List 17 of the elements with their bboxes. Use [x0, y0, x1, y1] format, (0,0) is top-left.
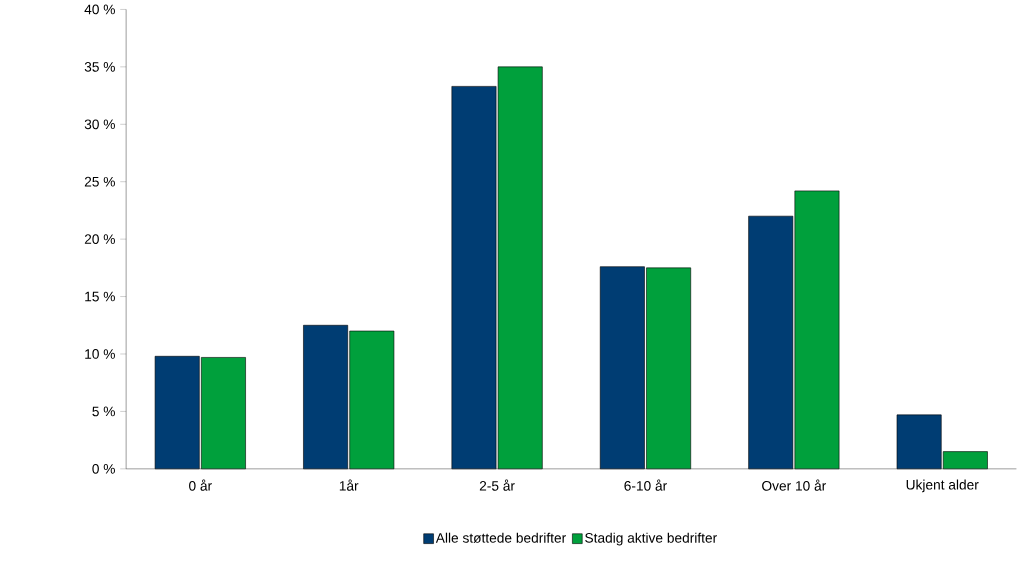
y-tick-label: 15 % [85, 291, 115, 302]
x-tick-label: Over 10 år [762, 479, 827, 491]
y-tick-label: 25 % [84, 176, 115, 187]
legend-label: Alle støttede bedrifter [435, 532, 566, 543]
x-tick-label: 6-10 år [624, 479, 667, 491]
x-tick-label: 0 år [189, 479, 212, 491]
y-tick-label: 30 % [84, 119, 115, 130]
y-tick-label: 35 % [84, 62, 115, 72]
y-tick-label: 20 % [84, 234, 115, 245]
x-tick-label: Ukjent alder [906, 479, 979, 493]
y-tick-label: 0 % [92, 463, 115, 474]
legend-label: Stadig aktive bedrifter [585, 532, 717, 546]
y-tick-label: 40 % [84, 4, 115, 15]
x-tick-label: 1år [339, 479, 359, 491]
x-tick-label: 2-5 år [479, 479, 515, 491]
y-tick-label: 10 % [85, 349, 115, 359]
y-tick-label: 5 % [92, 406, 115, 417]
